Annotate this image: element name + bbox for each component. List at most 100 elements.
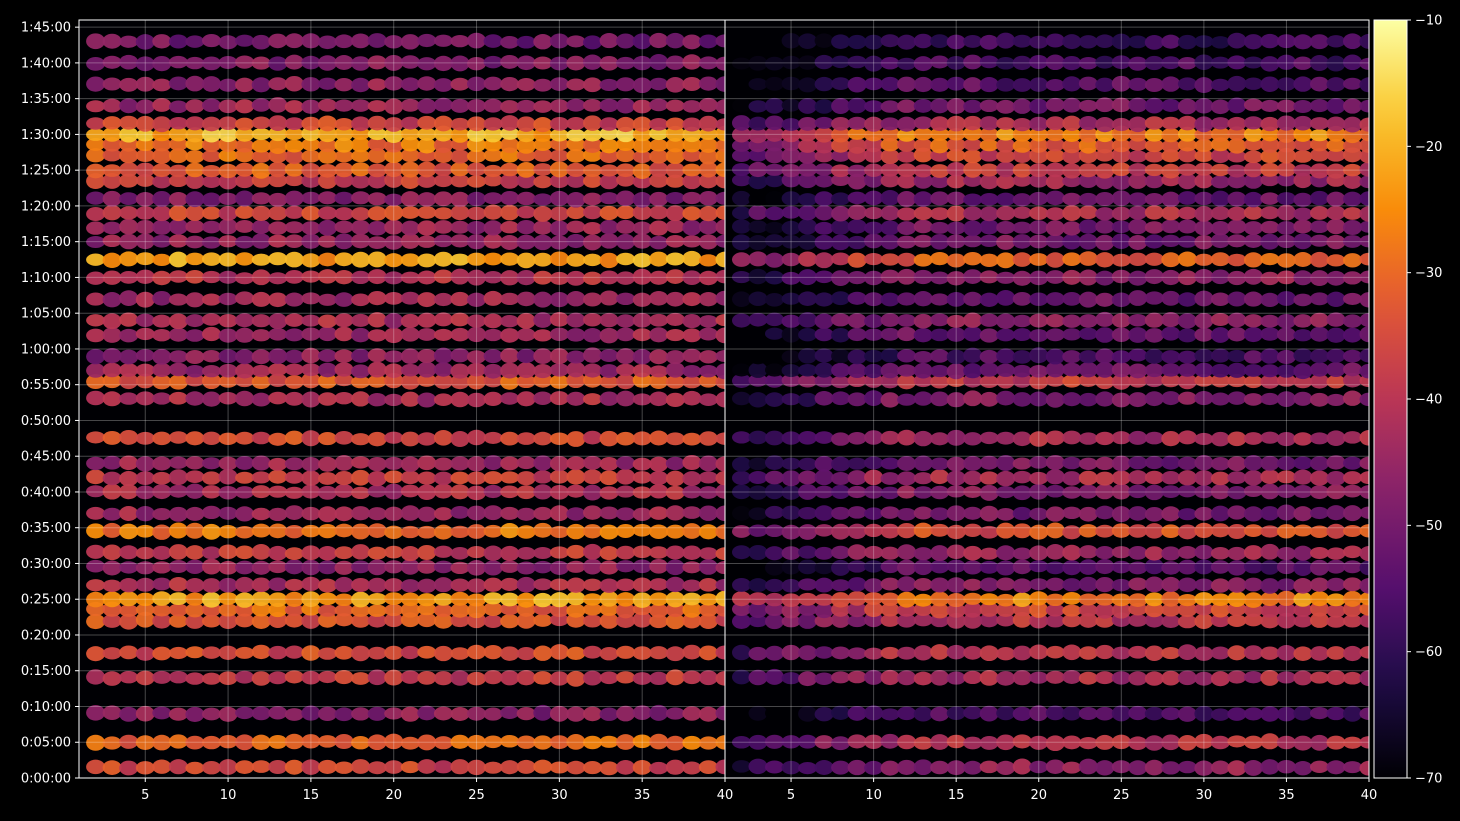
heatmap-cell — [318, 392, 337, 406]
heatmap-cell — [1078, 314, 1098, 328]
heatmap-cell — [284, 117, 304, 130]
heatmap-cell — [1177, 614, 1197, 629]
heatmap-cell — [1045, 314, 1065, 328]
heatmap-cell — [1276, 391, 1296, 407]
heatmap-cell — [880, 760, 900, 776]
heatmap-cell — [351, 735, 371, 750]
heatmap-cell — [1144, 55, 1164, 71]
heatmap-cell — [880, 430, 900, 445]
heatmap-cell — [831, 219, 851, 235]
heatmap-cell — [798, 218, 818, 235]
heatmap-cell — [798, 173, 818, 189]
heatmap-cell — [235, 162, 255, 177]
heatmap-cell — [1161, 205, 1181, 221]
heatmap-cell — [483, 34, 503, 48]
heatmap-cell — [632, 457, 652, 471]
heatmap-cell — [831, 523, 851, 540]
heatmap-cell — [500, 204, 520, 221]
colorbar-tick-label: −30 — [1415, 266, 1442, 281]
heatmap-cell — [831, 192, 851, 206]
heatmap-cell — [765, 32, 784, 49]
heatmap-cell — [1045, 361, 1065, 378]
heatmap-cell — [814, 163, 834, 176]
heatmap-cell — [979, 735, 999, 750]
heatmap-cell — [979, 163, 999, 177]
heatmap-cell — [86, 253, 106, 266]
heatmap-cell — [1210, 602, 1230, 618]
heatmap-cell — [897, 174, 917, 189]
heatmap-cell — [185, 735, 205, 750]
heatmap-cell — [268, 33, 288, 49]
heatmap-cell — [119, 429, 139, 445]
heatmap-cell — [516, 670, 536, 686]
heatmap-cell — [433, 593, 453, 606]
heatmap-cell — [135, 291, 155, 308]
heatmap-cell — [1243, 613, 1263, 627]
heatmap-cell — [549, 33, 569, 49]
heatmap-cell — [334, 78, 354, 92]
heatmap-cell — [649, 603, 669, 618]
heatmap-cell — [963, 602, 983, 618]
heatmap-cell — [1260, 116, 1280, 132]
heatmap-cell — [715, 251, 725, 268]
heatmap-cell — [566, 670, 586, 687]
heatmap-cell — [467, 734, 486, 750]
heatmap-cell — [384, 350, 404, 363]
heatmap-cell — [516, 328, 536, 342]
heatmap-cell — [996, 290, 1016, 306]
heatmap-cell — [732, 559, 751, 576]
heatmap-cell — [168, 164, 188, 178]
heatmap-cell — [748, 235, 768, 251]
heatmap-cell — [946, 644, 966, 660]
heatmap-cell — [516, 269, 536, 286]
heatmap-cell — [632, 253, 652, 268]
heatmap-cell — [1359, 430, 1369, 446]
heatmap-cell — [732, 115, 751, 131]
heatmap-cell — [500, 471, 520, 484]
heatmap-cell — [748, 116, 768, 131]
heatmap-cell — [168, 251, 188, 268]
heatmap-cell — [384, 669, 404, 686]
heatmap-cell — [996, 328, 1016, 342]
heatmap-cell — [1095, 456, 1115, 471]
heatmap-cell — [433, 671, 453, 686]
heatmap-cell — [748, 349, 768, 365]
heatmap-cell — [235, 560, 255, 575]
heatmap-cell — [483, 126, 503, 143]
heatmap-cell — [301, 484, 321, 499]
heatmap-cell — [318, 592, 337, 606]
heatmap-cell — [433, 251, 453, 267]
heatmap-cell — [318, 77, 337, 90]
heatmap-cell — [996, 252, 1016, 269]
heatmap-cell — [847, 470, 867, 486]
heatmap-cell — [1210, 578, 1230, 593]
heatmap-cell — [1227, 523, 1247, 540]
heatmap-cell — [682, 54, 702, 70]
heatmap-cell — [1012, 592, 1032, 608]
heatmap-cell — [1095, 292, 1115, 307]
heatmap-cell — [235, 471, 255, 484]
heatmap-cell — [1310, 470, 1329, 486]
heatmap-cell — [1111, 560, 1131, 574]
heatmap-cell — [765, 221, 784, 234]
heatmap-cell — [1276, 313, 1296, 329]
heatmap-cell — [798, 116, 818, 131]
heatmap-cell — [1029, 613, 1049, 629]
heatmap-cell — [268, 373, 288, 387]
heatmap-cell — [798, 524, 818, 540]
heatmap-cell — [1359, 252, 1369, 266]
heatmap-cell — [996, 508, 1016, 521]
heatmap-cell — [318, 759, 337, 774]
heatmap-cell — [996, 545, 1016, 561]
heatmap-cell — [1310, 646, 1329, 661]
heatmap-cell — [798, 761, 818, 775]
heatmap-cell — [616, 363, 636, 377]
heatmap-cell — [152, 98, 172, 112]
heatmap-cell — [168, 734, 188, 749]
heatmap-cell — [351, 149, 371, 163]
heatmap-cell — [152, 374, 172, 390]
heatmap-cell — [1326, 735, 1346, 750]
heatmap-cell — [566, 290, 586, 307]
heatmap-cell — [1177, 126, 1197, 142]
heatmap-cell — [1144, 150, 1164, 163]
